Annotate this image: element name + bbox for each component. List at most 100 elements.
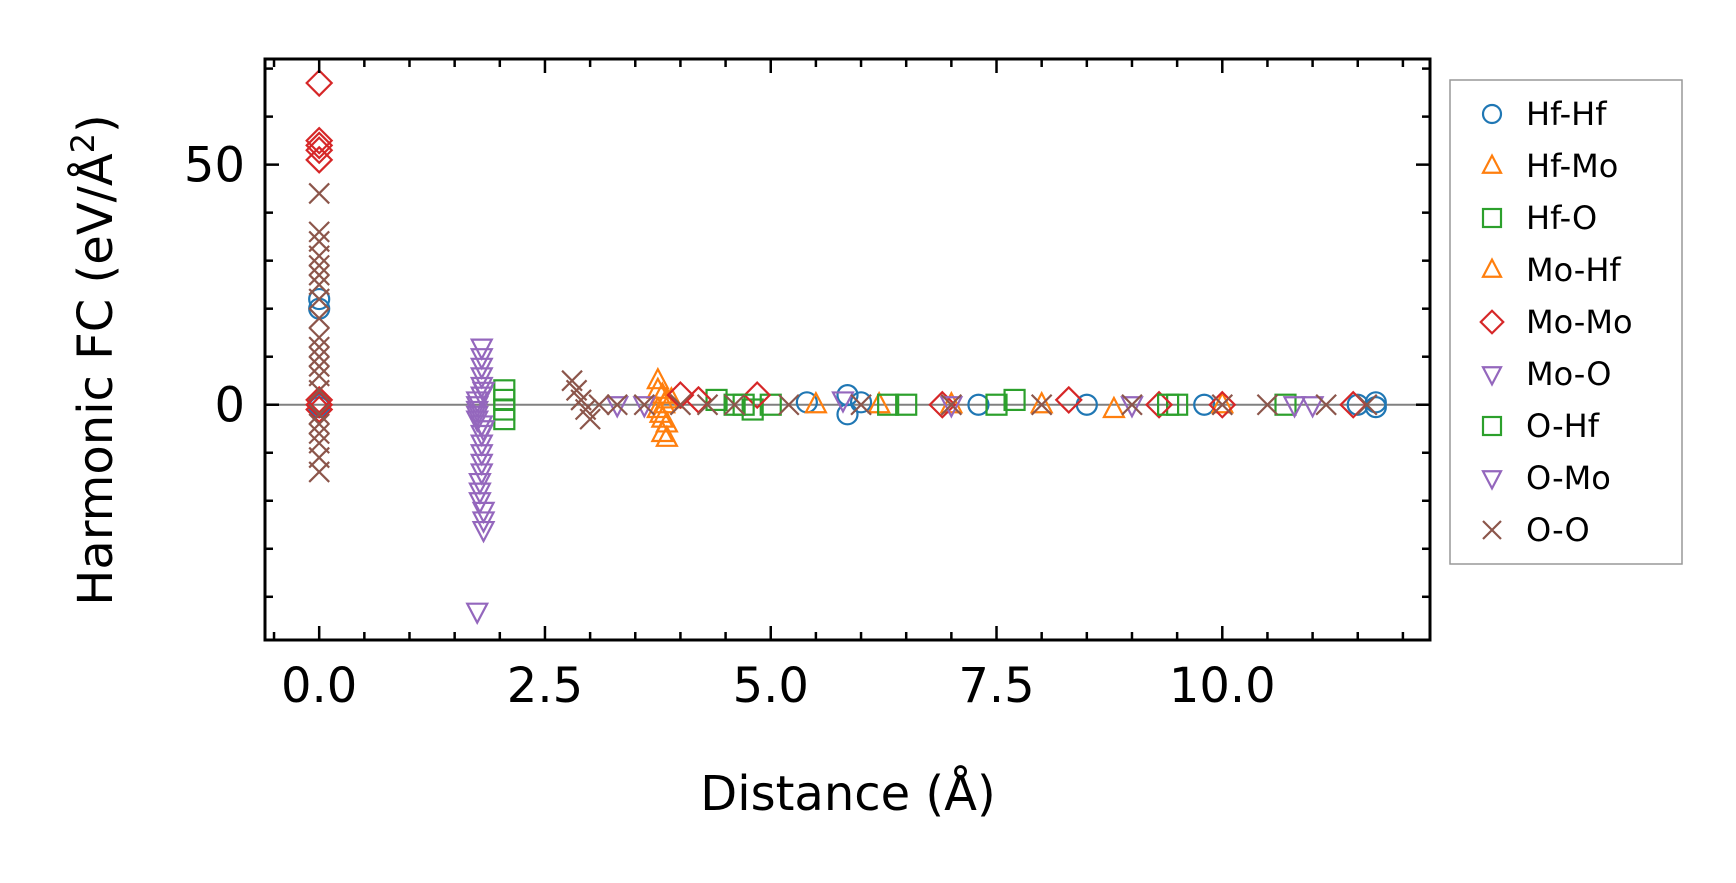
data-point-o-hf [1003,388,1026,412]
data-point-mo-mo [305,68,334,98]
data-point-mo-o [1282,396,1307,419]
data-point-o-o [1030,393,1053,416]
data-point-mo-mo [1208,390,1237,419]
data-point-hf-o [1274,393,1297,416]
data-point-mo-mo [1054,385,1083,414]
plot-frame [263,57,1432,642]
data-point-o-o [308,461,330,483]
data-point-mo-hf [652,390,676,414]
legend-label: Mo-Mo [1526,303,1633,341]
legend-marker-hf-mo [1481,153,1503,174]
data-point-hf-mo [655,424,679,447]
data-point-mo-mo [305,136,334,165]
data-point-o-o [308,245,330,267]
x-tick-label: 0.0 [281,658,357,714]
data-point-o-mo [471,520,496,544]
data-point-mo-mo [305,390,334,419]
legend-label: O-O [1526,511,1590,549]
data-point-mo-mo [1145,390,1174,419]
legend-marker-mo-hf [1481,257,1503,278]
data-point-hf-hf [849,391,873,414]
legend-label: Hf-Mo [1526,147,1618,185]
data-point-o-o [1121,393,1143,416]
data-point-mo-mo [305,131,334,160]
data-point-o-o [1356,393,1378,416]
data-point-o-o [308,355,330,378]
data-point-o-o [308,413,330,435]
data-point-o-o [579,408,601,430]
data-point-o-o [778,393,800,416]
data-point-hf-hf [308,287,331,311]
y-axis-title-close: ) [68,114,124,133]
data-point-o-o [669,393,692,416]
legend-marker-o-hf [1481,415,1503,437]
data-point-o-o [308,264,330,286]
data-point-mo-hf [659,386,684,409]
data-point-hf-o [985,393,1008,416]
data-point-mo-mo [305,145,334,174]
data-point-hf-mo [650,381,675,404]
series-o-o [308,182,1378,483]
data-point-o-o [606,393,628,416]
y-tick-label: 50 [184,138,245,194]
legend-marker-o-mo [1481,470,1503,491]
data-point-hf-mo [804,390,828,414]
data-point-hf-mo [939,390,964,414]
series-mo-mo [305,68,1368,424]
data-point-mo-mo [666,381,695,410]
y-axis-title-superscript: 2 [64,133,102,153]
data-point-o-o [308,403,330,426]
data-point-hf-mo [1210,390,1235,414]
legend-marker-o-o [1482,520,1502,540]
legend-label: O-Hf [1526,407,1600,445]
x-tick-label: 7.5 [958,658,1034,714]
data-point-o-o [850,393,872,416]
data-point-o-mo [1300,396,1325,419]
data-point-o-mo [471,381,496,405]
data-point-mo-o [465,602,490,626]
legend-marker-hf-o [1481,207,1503,229]
data-point-hf-hf [1193,393,1216,416]
data-point-mo-o [831,391,855,414]
x-axis-title: Distance (Å) [700,765,995,822]
data-point-o-mo [471,420,496,443]
legend-marker-mo-mo [1479,309,1505,335]
data-point-mo-mo [305,126,334,155]
data-point-mo-o [632,396,657,419]
data-point-hf-mo [646,366,670,390]
data-point-o-o [723,393,746,416]
data-point-o-o [308,254,330,277]
data-point-o-o [588,393,610,416]
legend-label: Hf-Hf [1526,95,1607,133]
data-point-mo-mo [928,390,957,419]
y-tick-label: 0 [214,378,245,434]
x-tick-label: 5.0 [733,658,809,714]
data-point-o-o [1256,393,1279,416]
data-point-o-hf [877,393,900,416]
data-point-o-o [308,345,330,368]
y-axis-title: Harmonic FC (eV/Å2) [64,114,124,606]
data-point-o-o [308,422,330,445]
x-tick-label: 2.5 [507,658,583,714]
data-point-hf-mo [1102,395,1126,419]
data-point-o-o [308,182,330,205]
data-point-hf-hf [967,393,990,416]
data-point-o-o [1211,393,1234,416]
legend-label: Mo-Hf [1526,251,1621,289]
x-tick-label: 10.0 [1169,658,1276,714]
data-point-o-o [1315,393,1337,416]
data-point-o-o [308,336,330,358]
data-point-o-o [940,393,963,416]
data-point-o-o [696,393,719,416]
data-point-o-hf [1157,393,1180,416]
legend: Hf-Hf Hf-Mo Hf-O Mo-Hf Mo-Mo Mo-O O-Hf O-Mo O-O [1449,79,1683,565]
series-mo-o [465,338,1307,626]
data-point-o-o [308,288,330,310]
series-o-mo [468,381,1325,544]
data-point-hf-o [493,408,516,431]
data-point-mo-hf [1029,390,1054,414]
legend-label: Mo-O [1526,355,1611,393]
data-point-mo-o [605,396,630,419]
legend-label: Hf-O [1526,199,1597,237]
